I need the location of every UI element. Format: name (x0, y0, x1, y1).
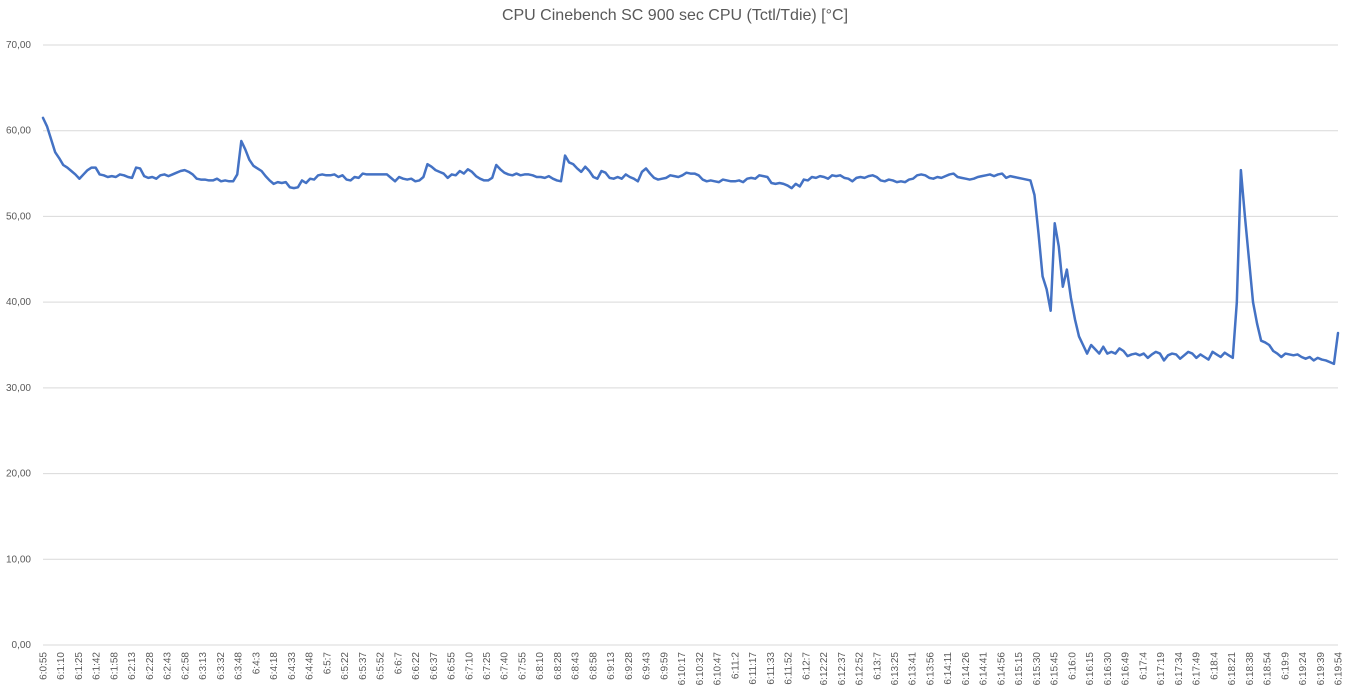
x-tick-label: 6:0:55 (39, 652, 50, 680)
x-tick-label: 6:18:54 (1263, 652, 1274, 686)
x-tick-label: 6:4:33 (287, 652, 298, 680)
x-tick-label: 6:5:22 (340, 652, 351, 680)
x-tick-label: 6:14:56 (996, 652, 1007, 686)
y-tick-label: 40,00 (6, 297, 31, 308)
x-tick-label: 6:13:56 (925, 652, 936, 686)
x-tick-label: 6:11:52 (784, 652, 795, 685)
x-tick-label: 6:9:13 (606, 652, 617, 680)
x-tick-label: 6:14:41 (979, 652, 990, 686)
x-tick-label: 6:8:10 (535, 652, 546, 680)
x-tick-label: 6:18:21 (1227, 652, 1238, 686)
x-tick-label: 6:12:37 (837, 652, 848, 686)
x-tick-label: 6:3:32 (216, 652, 227, 680)
x-tick-label: 6:17:4 (1138, 652, 1149, 680)
x-tick-label: 6:4:3 (251, 652, 262, 675)
y-tick-label: 60,00 (6, 126, 31, 137)
x-tick-label: 6:9:59 (659, 652, 670, 680)
y-tick-label: 0,00 (12, 640, 32, 651)
x-tick-label: 6:17:34 (1174, 652, 1185, 686)
x-tick-label: 6:15:15 (1014, 652, 1025, 686)
x-tick-label: 6:5:52 (376, 652, 387, 680)
chart-title: CPU Cinebench SC 900 sec CPU (Tctl/Tdie)… (501, 7, 849, 24)
x-tick-label: 6:6:55 (447, 652, 458, 680)
x-tick-label: 6:1:10 (56, 652, 67, 680)
x-tick-label: 6:11:33 (766, 652, 777, 685)
x-tick-label: 6:7:25 (482, 652, 493, 680)
x-tick-label: 6:18:38 (1245, 652, 1256, 686)
x-tick-label: 6:14:26 (961, 652, 972, 686)
x-tick-label: 6:14:11 (943, 652, 954, 685)
x-tick-label: 6:12:7 (801, 652, 812, 680)
x-tick-label: 6:5:37 (358, 652, 369, 680)
x-tick-label: 6:1:25 (74, 652, 85, 680)
x-tick-label: 6:9:43 (642, 652, 653, 680)
x-tick-label: 6:4:48 (305, 652, 316, 680)
x-tick-label: 6:19:9 (1280, 652, 1291, 680)
x-tick-label: 6:13:7 (872, 652, 883, 680)
x-tick-label: 6:15:45 (1050, 652, 1061, 686)
y-tick-label: 70,00 (6, 40, 31, 51)
x-tick-label: 6:2:43 (163, 652, 174, 680)
y-tick-label: 20,00 (6, 469, 31, 480)
x-tick-label: 6:10:32 (695, 652, 706, 686)
x-tick-label: 6:10:17 (677, 652, 688, 686)
x-tick-label: 6:1:58 (109, 652, 120, 680)
x-tick-label: 6:11:2 (730, 652, 741, 679)
x-tick-label: 6:16:30 (1103, 652, 1114, 686)
x-tick-label: 6:2:58 (180, 652, 191, 680)
x-tick-label: 6:19:54 (1334, 652, 1345, 686)
x-tick-label: 6:18:4 (1209, 652, 1220, 680)
x-tick-label: 6:16:15 (1085, 652, 1096, 686)
x-tick-label: 6:17:49 (1192, 652, 1203, 686)
x-tick-label: 6:16:49 (1121, 652, 1132, 686)
x-tick-label: 6:2:13 (127, 652, 138, 680)
x-tick-label: 6:13:25 (890, 652, 901, 686)
x-tick-label: 6:15:30 (1032, 652, 1043, 686)
x-tick-label: 6:1:42 (92, 652, 103, 680)
x-tick-label: 6:10:47 (713, 652, 724, 686)
y-tick-label: 30,00 (6, 383, 31, 394)
x-tick-label: 6:8:58 (588, 652, 599, 680)
x-tick-label: 6:19:39 (1316, 652, 1327, 686)
x-tick-label: 6:12:22 (819, 652, 830, 686)
x-tick-label: 6:19:24 (1298, 652, 1309, 686)
x-tick-label: 6:12:52 (855, 652, 866, 686)
series-line (41, 116, 1340, 366)
x-tick-label: 6:16:0 (1067, 652, 1078, 680)
x-tick-label: 6:17:19 (1156, 652, 1167, 686)
x-tick-label: 6:7:55 (517, 652, 528, 680)
x-tick-label: 6:6:37 (429, 652, 440, 680)
y-tick-label: 50,00 (6, 211, 31, 222)
x-tick-label: 6:3:48 (234, 652, 245, 680)
x-tick-label: 6:2:28 (145, 652, 156, 680)
x-tick-label: 6:11:17 (748, 652, 759, 685)
x-tick-label: 6:7:40 (500, 652, 511, 680)
x-tick-label: 6:6:22 (411, 652, 422, 680)
x-tick-label: 6:13:41 (908, 652, 919, 686)
x-tick-label: 6:5:7 (322, 652, 333, 675)
x-tick-label: 6:8:28 (553, 652, 564, 680)
x-tick-label: 6:7:10 (464, 652, 475, 680)
x-tick-label: 6:6:7 (393, 652, 404, 675)
x-tick-label: 6:9:28 (624, 652, 635, 680)
x-tick-label: 6:3:13 (198, 652, 209, 680)
x-tick-label: 6:8:43 (571, 652, 582, 680)
x-tick-label: 6:4:18 (269, 652, 280, 680)
y-tick-label: 10,00 (6, 554, 31, 565)
